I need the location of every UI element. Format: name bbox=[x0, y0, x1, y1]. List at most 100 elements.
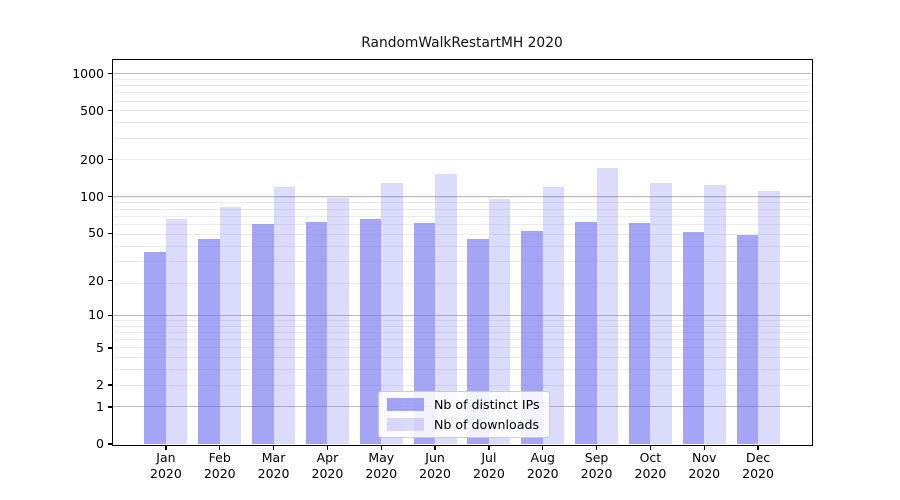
x-tick-label: Apr 2020 bbox=[311, 450, 344, 481]
minor-gridline bbox=[113, 215, 811, 217]
bar-distinct-ips-feb bbox=[198, 238, 220, 444]
bar-downloads-sep bbox=[596, 167, 619, 444]
minor-gridline bbox=[113, 282, 811, 284]
minor-gridline bbox=[113, 320, 811, 322]
minor-gridline bbox=[113, 369, 811, 371]
y-tick-label: 1 bbox=[96, 398, 104, 414]
chart-title: RandomWalkRestartMH 2020 bbox=[361, 35, 563, 51]
bar-downloads-feb bbox=[219, 207, 242, 444]
x-tick-mark bbox=[380, 444, 382, 450]
minor-gridline bbox=[113, 202, 811, 204]
minor-gridline bbox=[113, 261, 811, 263]
bar-downloads-may bbox=[381, 182, 403, 444]
y-tick-label: 200 bbox=[80, 151, 104, 167]
x-tick-label: Jan 2020 bbox=[150, 450, 182, 481]
plot-area bbox=[113, 60, 811, 444]
x-tick-mark bbox=[434, 444, 436, 450]
y-tick-label: 0 bbox=[96, 436, 104, 451]
minor-gridline bbox=[113, 233, 811, 235]
minor-gridline bbox=[113, 332, 811, 334]
y-tick-label: 500 bbox=[80, 102, 104, 118]
bar-downloads-nov bbox=[704, 185, 726, 444]
minor-gridline bbox=[113, 110, 811, 112]
x-tick-label: Jun 2020 bbox=[419, 450, 451, 481]
x-tick-mark bbox=[165, 444, 167, 450]
minor-gridline bbox=[113, 245, 811, 247]
minor-gridline bbox=[113, 384, 811, 386]
x-tick-label: May 2020 bbox=[365, 450, 398, 481]
legend: Nb of distinct IPs Nb of downloads bbox=[378, 391, 550, 439]
x-tick-mark bbox=[649, 444, 652, 450]
legend-item-distinct-ips: Nb of distinct IPs bbox=[387, 397, 540, 413]
y-tick-label: 5 bbox=[96, 339, 104, 355]
y-tick-mark bbox=[107, 347, 113, 349]
bar-distinct-ips-sep bbox=[575, 221, 597, 444]
x-tick-mark bbox=[595, 444, 598, 450]
y-tick-mark bbox=[107, 110, 113, 112]
minor-gridline bbox=[113, 100, 811, 102]
x-tick-mark bbox=[542, 444, 544, 450]
y-tick-label: 50 bbox=[88, 225, 104, 241]
minor-gridline bbox=[113, 78, 811, 80]
minor-gridline bbox=[113, 85, 811, 87]
minor-gridline bbox=[113, 357, 811, 359]
bar-distinct-ips-mar bbox=[252, 223, 274, 444]
bar-downloads-jul bbox=[488, 198, 511, 444]
x-tick-label: Oct 2020 bbox=[634, 450, 667, 481]
x-tick-label: Mar 2020 bbox=[257, 450, 290, 481]
minor-gridline bbox=[113, 92, 811, 94]
x-tick-label: Jul 2020 bbox=[473, 450, 505, 481]
y-tick-mark bbox=[107, 72, 113, 75]
minor-gridline bbox=[113, 224, 811, 225]
minor-gridline bbox=[113, 137, 811, 139]
major-gridline bbox=[113, 196, 811, 198]
bar-downloads-jun bbox=[435, 173, 457, 444]
x-tick-mark bbox=[488, 444, 490, 450]
y-tick-mark bbox=[107, 195, 113, 198]
bar-downloads-mar bbox=[273, 186, 296, 444]
bar-distinct-ips-jan bbox=[144, 251, 166, 444]
bar-distinct-ips-nov bbox=[682, 232, 705, 444]
x-tick-mark bbox=[326, 444, 329, 450]
y-tick-mark bbox=[107, 280, 113, 282]
bar-distinct-ips-jun bbox=[413, 222, 436, 444]
y-tick-mark bbox=[107, 232, 113, 234]
x-tick-mark bbox=[703, 444, 705, 450]
y-tick-mark bbox=[107, 406, 113, 408]
bar-downloads-jan bbox=[165, 218, 188, 444]
y-tick-label: 100 bbox=[80, 188, 104, 204]
minor-gridline bbox=[113, 159, 811, 161]
bar-distinct-ips-oct bbox=[628, 222, 651, 444]
minor-gridline bbox=[113, 122, 811, 124]
legend-swatch-downloads bbox=[387, 418, 424, 432]
x-tick-mark bbox=[219, 444, 221, 450]
bar-downloads-oct bbox=[650, 183, 672, 444]
x-tick-label: Sep 2020 bbox=[580, 450, 613, 481]
bar-distinct-ips-may bbox=[359, 219, 382, 444]
y-tick-mark bbox=[107, 384, 113, 386]
minor-gridline bbox=[113, 196, 811, 198]
y-tick-mark bbox=[107, 443, 113, 445]
bar-distinct-ips-apr bbox=[305, 221, 328, 444]
x-tick-label: Nov 2020 bbox=[688, 450, 721, 481]
bar-downloads-aug bbox=[542, 186, 565, 444]
x-tick-mark bbox=[757, 444, 759, 450]
major-gridline bbox=[113, 73, 811, 75]
minor-gridline bbox=[113, 339, 811, 341]
y-tick-label: 10 bbox=[88, 307, 104, 323]
minor-gridline bbox=[113, 325, 811, 327]
x-tick-label: Aug 2020 bbox=[526, 450, 559, 481]
x-tick-label: Dec 2020 bbox=[742, 450, 774, 481]
y-tick-label: 1000 bbox=[72, 65, 104, 81]
bar-distinct-ips-dec bbox=[736, 235, 759, 444]
y-tick-label: 2 bbox=[96, 377, 104, 393]
bar-downloads-apr bbox=[327, 198, 349, 444]
y-tick-mark bbox=[107, 314, 113, 317]
x-tick-label: Feb 2020 bbox=[203, 450, 236, 481]
minor-gridline bbox=[113, 347, 811, 349]
y-tick-mark bbox=[107, 159, 113, 161]
minor-gridline bbox=[113, 208, 811, 210]
bar-distinct-ips-aug bbox=[521, 231, 543, 444]
legend-item-downloads: Nb of downloads bbox=[387, 417, 540, 433]
